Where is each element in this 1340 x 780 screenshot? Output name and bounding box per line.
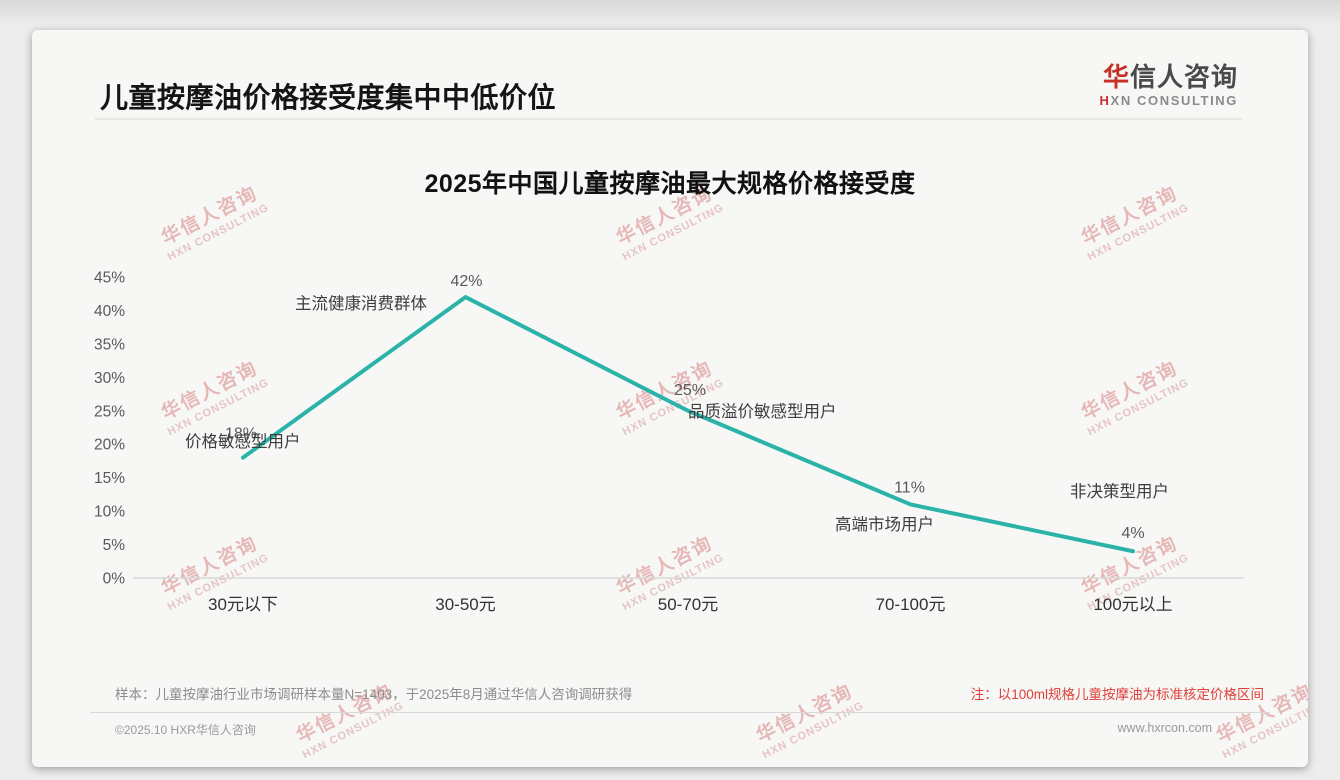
- logo-en-rest: XN CONSULTING: [1110, 92, 1238, 108]
- logo-en-accent: H: [1099, 92, 1111, 108]
- segment-annotation: 价格敏感型用户: [185, 432, 301, 451]
- segment-annotation: 主流健康消费群体: [295, 294, 428, 313]
- y-axis-tick: 15%: [94, 470, 125, 487]
- data-point-label: 25%: [674, 382, 706, 399]
- y-axis-tick: 30%: [94, 370, 125, 387]
- y-axis-tick: 10%: [94, 504, 125, 521]
- data-point-label: 11%: [894, 479, 925, 496]
- slide-card: 华信人咨询 HXN CONSULTING 华信人咨询 HXN CONSULTING 华信…: [32, 30, 1308, 767]
- x-axis-category: 70-100元: [876, 595, 946, 614]
- y-axis-tick: 0%: [103, 571, 126, 588]
- logo-english-name: HXN CONSULTING: [1099, 92, 1238, 108]
- copyright-text: ©2025.10 HXR华信人咨询: [115, 723, 256, 737]
- header-divider: [95, 118, 1242, 120]
- data-point-label: 18%: [225, 426, 257, 443]
- footer-divider: [90, 712, 1270, 713]
- x-axis-category: 30元以下: [208, 595, 278, 614]
- data-point-label: 42%: [450, 273, 482, 290]
- x-axis-category: 30-50元: [435, 595, 495, 614]
- y-axis-tick: 20%: [94, 437, 125, 454]
- y-axis-tick: 5%: [103, 537, 126, 554]
- line-chart: 45% 40% 35% 30% 25% 20% 15% 10% 5% 0% 18% 42% 25% 11%…: [94, 270, 1244, 614]
- data-point-label: 4%: [1121, 525, 1144, 542]
- segment-annotation: 高端市场用户: [835, 515, 934, 534]
- y-axis-tick: 45%: [94, 270, 125, 287]
- data-line: [241, 295, 1135, 554]
- x-axis-category: 50-70元: [658, 595, 718, 614]
- chart-title: 2025年中国儿童按摩油最大规格价格接受度: [424, 170, 916, 198]
- segment-annotation: 非决策型用户: [1070, 482, 1169, 501]
- x-axis-category: 100元以上: [1093, 595, 1172, 614]
- company-logo: 华信人咨询 HXN CONSULTING: [1100, 63, 1238, 108]
- logo-chinese-name: 华信人咨询: [1100, 63, 1238, 92]
- slide-title: 儿童按摩油价格接受度集中中低价位: [100, 82, 557, 113]
- website-text: www.hxrcon.com: [1117, 721, 1212, 735]
- logo-accent-char: 华: [1102, 62, 1130, 92]
- segment-annotation: 品质溢价敏感型用户: [688, 402, 837, 421]
- y-axis-tick: 40%: [94, 303, 125, 320]
- y-axis-tick: 35%: [94, 336, 125, 353]
- sample-note: 样本：儿童按摩油行业市场调研样本量N=1403，于2025年8月通过华信人咨询调…: [115, 687, 633, 702]
- logo-cn-rest: 信人咨询: [1129, 62, 1238, 92]
- price-basis-note: 注：以100ml规格儿童按摩油为标准核定价格区间: [970, 687, 1264, 702]
- y-axis-tick: 25%: [94, 403, 125, 420]
